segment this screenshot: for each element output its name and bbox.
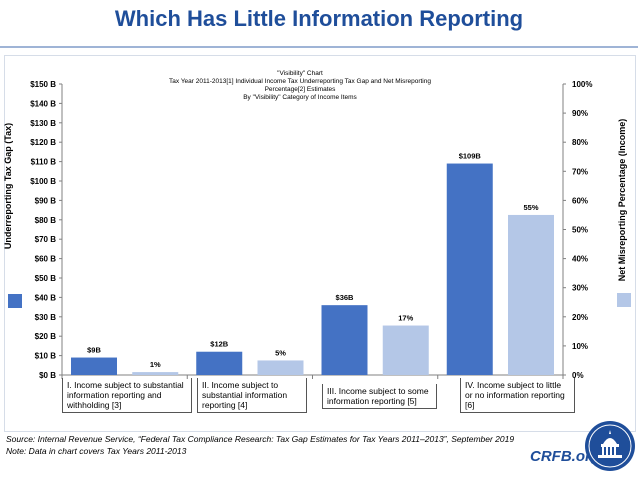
chart-frame xyxy=(4,55,636,432)
y-tick-label-left: $80 B xyxy=(35,216,57,225)
y-tick-label-left: $0 B xyxy=(39,371,56,380)
bar-misreporting xyxy=(508,214,554,375)
title-divider xyxy=(0,46,638,48)
bar-misreporting xyxy=(132,372,179,375)
y-tick-label-right: 30% xyxy=(572,284,588,293)
y-axis-title-left: Underreporting Tax Gap (Tax) xyxy=(3,122,13,250)
y-tick-label-right: 100% xyxy=(572,80,592,89)
y-tick-label-right: 10% xyxy=(572,342,588,351)
y-tick-label-left: $60 B xyxy=(35,255,57,264)
bar-tax-gap xyxy=(446,163,493,375)
y-tick-label-right: 90% xyxy=(572,109,588,118)
y-tick-label-left: $90 B xyxy=(35,196,57,205)
y-tick-label-left: $30 B xyxy=(35,313,57,322)
data-label: $9B xyxy=(87,346,101,355)
y-tick-label-right: 40% xyxy=(572,255,588,264)
y-tick-label-right: 80% xyxy=(572,138,588,147)
y-tick-label-left: $120 B xyxy=(30,138,56,147)
data-label: $109B xyxy=(459,152,482,161)
footer: Source: Internal Revenue Service, “Feder… xyxy=(6,433,526,457)
data-note: Note: Data in chart covers Tax Years 201… xyxy=(6,446,187,456)
y-tick-label-left: $70 B xyxy=(35,235,57,244)
y-tick-label-right: 50% xyxy=(572,226,588,235)
brand-link[interactable]: CRFB.org xyxy=(530,448,600,465)
y-tick-label-right: 20% xyxy=(572,313,588,322)
category-label-3: III. Income subject to some information … xyxy=(322,384,437,409)
data-label: 1% xyxy=(150,360,161,369)
bar-misreporting xyxy=(382,325,429,375)
y-tick-label-right: 60% xyxy=(572,196,588,205)
legend-swatch-misreporting xyxy=(617,293,631,307)
data-label: $36B xyxy=(336,293,355,302)
data-label: 55% xyxy=(523,203,538,212)
chart-title: "Visibility" Chart xyxy=(277,70,323,77)
data-label: $12B xyxy=(210,340,229,349)
chart-subtitle: "Visibility" Chart Tax Year 2011-2013[1]… xyxy=(150,70,450,102)
y-tick-label-left: $110 B xyxy=(31,158,57,167)
y-tick-label-right: 0% xyxy=(572,371,584,380)
y-tick-label-left: $150 B xyxy=(30,80,56,89)
chart-subtitle-line1: Tax Year 2011-2013[1] Individual Income … xyxy=(169,78,431,93)
data-label: 5% xyxy=(275,348,286,357)
bar-tax-gap xyxy=(196,351,243,375)
category-label-1: I. Income subject to substantial informa… xyxy=(62,378,192,413)
y-tick-label-left: $130 B xyxy=(30,119,56,128)
y-tick-label-left: $20 B xyxy=(35,332,57,341)
bar-tax-gap xyxy=(71,357,117,375)
page-title: Which Has Little Information Reporting xyxy=(114,6,524,31)
category-label-4: IV. Income subject to little or no infor… xyxy=(460,378,575,413)
data-label: 17% xyxy=(398,314,413,323)
legend-swatch-tax-gap xyxy=(8,294,22,308)
y-tick-label-left: $100 B xyxy=(30,177,56,186)
chart-subtitle-line2: By "Visibility" Category of Income Items xyxy=(243,94,357,101)
capitol-seal-icon xyxy=(585,421,635,471)
y-tick-label-right: 70% xyxy=(572,167,588,176)
bar-tax-gap xyxy=(321,305,368,375)
y-tick-label-left: $40 B xyxy=(35,293,57,302)
category-label-2: II. Income subject to substantial inform… xyxy=(197,378,307,413)
y-tick-label-left: $140 B xyxy=(30,99,56,108)
y-axis-title-right: Net Misreporting Percentage (Income) xyxy=(617,118,627,282)
y-tick-label-left: $10 B xyxy=(35,352,57,361)
source-note: Source: Internal Revenue Service, “Feder… xyxy=(6,434,515,444)
y-tick-label-left: $50 B xyxy=(35,274,57,283)
bar-misreporting xyxy=(257,360,304,375)
